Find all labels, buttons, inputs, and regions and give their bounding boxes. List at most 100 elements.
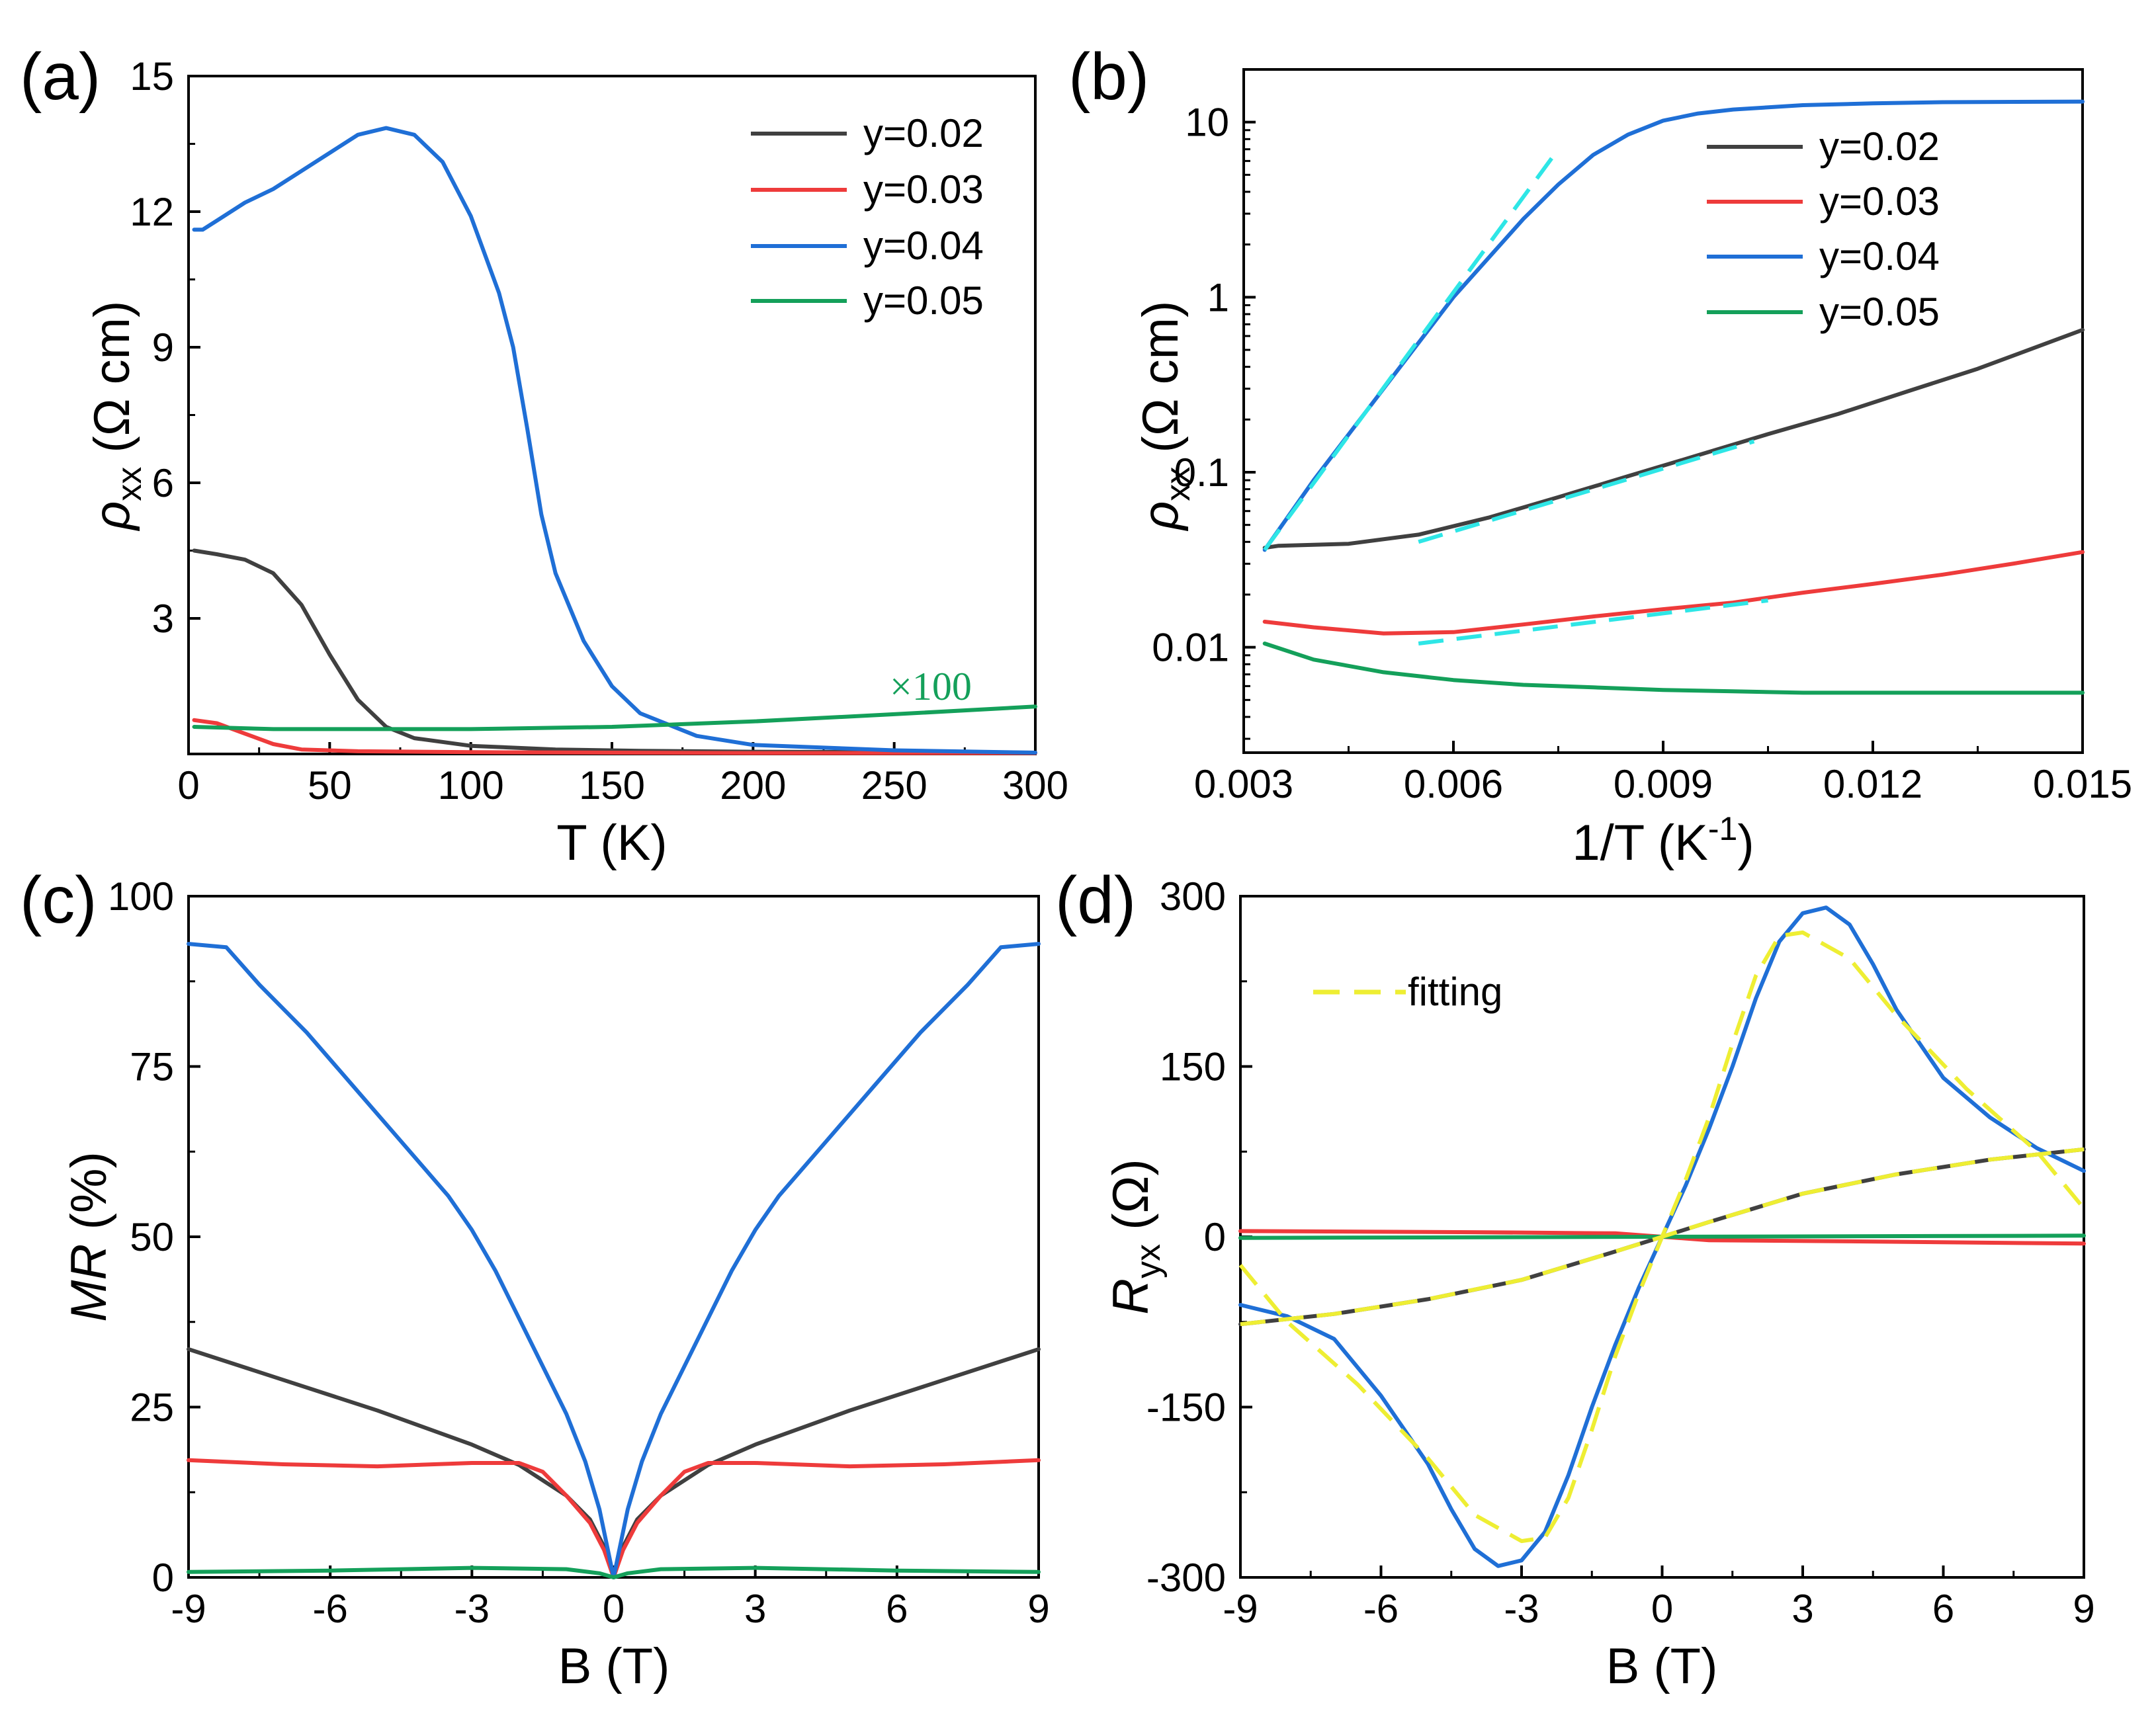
panel-c-ytick-label-1: 25 [130, 1386, 174, 1430]
panel-a-xtick-label-3: 150 [579, 763, 645, 808]
panel-b-xlabel-sup: -1 [1708, 810, 1737, 847]
panel-a-series-y=0.04 [192, 126, 1037, 755]
panel-c-xtick-label-4: 3 [744, 1587, 766, 1631]
panel-d-ylabel-symbol: R [1103, 1278, 1159, 1315]
panel-d-ytick-label-0: -300 [1146, 1556, 1226, 1600]
panel-c-frame [187, 895, 1040, 1579]
panel-c-ytick-label-3: 75 [130, 1045, 174, 1089]
panel-d-ytick-label-4: 300 [1160, 874, 1226, 919]
panel-b-ylabel-symbol: ρ [1133, 501, 1189, 532]
panel-d-xtick-label-6: 9 [2073, 1587, 2094, 1631]
panel-b-xtick-label-4: 0.015 [2033, 762, 2132, 806]
panel-d-xtick-label-3: 0 [1651, 1587, 1673, 1631]
panel-c-xtick-label-2: -3 [454, 1587, 490, 1631]
panel-d-ylabel-unit: (Ω) [1103, 1159, 1159, 1244]
panel-a-ylabel-symbol: ρ [84, 501, 140, 532]
panel-a-series-y=0.02 [192, 548, 1037, 755]
panel-d-xtick-label-5: 6 [1932, 1587, 1954, 1631]
panel-b-label: (b) [1068, 40, 1149, 114]
legend-a-label-0: y=0.02 [863, 111, 984, 155]
panel-b: (b) 0.003 0.006 0.009 0.012 0.0150.010.1110 … [1068, 40, 2132, 871]
panel-b-fit-2 [1418, 598, 1768, 646]
panel-d-label: (d) [1055, 863, 1136, 937]
panel-c-series-y=0.04 [187, 942, 1041, 1579]
panel-c-xtick-label-5: 6 [886, 1587, 908, 1631]
panel-b-xlabel: 1/T (K-1) [1572, 810, 1754, 871]
panel-b-ytick-label-1: 0.1 [1174, 450, 1229, 495]
panel-c-series-y=0.05 [187, 1565, 1041, 1579]
panel-a-ytick-label-3: 12 [130, 190, 174, 234]
panel-a-xtick-label-6: 300 [1002, 763, 1068, 808]
panel-b-xlabel-main: 1/T (K [1572, 815, 1708, 871]
panel-c-xtick-label-0: -9 [171, 1587, 206, 1631]
panel-a-label: (a) [20, 40, 101, 114]
panel-b-series-y=0.02 [1262, 327, 2085, 550]
legend-a-label-3: y=0.05 [863, 278, 984, 323]
legend-b-label-0: y=0.02 [1819, 124, 1940, 169]
panel-b-ytick-label-0: 0.01 [1152, 626, 1229, 670]
panel-d-ytick-label-3: 150 [1160, 1045, 1226, 1089]
panel-c-xtick-label-6: 9 [1027, 1587, 1049, 1631]
panel-a-ytick-label-1: 6 [152, 461, 174, 505]
panel-b-series-y=0.05 [1262, 642, 2085, 695]
panel-d-xtick-label-0: -9 [1223, 1587, 1258, 1631]
panel-a-legend: y=0.02 y=0.03 y=0.04 y=0.05 [751, 111, 984, 323]
panel-c-label: (c) [20, 863, 97, 937]
panel-a: (a) 0 50 100 150 200 250 300 3 6 9 12 15 ×100 y=0.0… [20, 40, 1068, 871]
panel-a-ylabel: ρxx (Ω cm) [84, 301, 149, 532]
panel-d-ylabel: Ryx (Ω) [1103, 1159, 1168, 1314]
panel-c: (c) -9 -6 -3 0 3 6 9 0 25 50 75 100 B (T) MR (%) [20, 863, 1050, 1694]
panel-a-ylabel-sub: xx [110, 467, 149, 501]
panel-c-ytick-label-4: 100 [108, 874, 174, 919]
legend-a-label-1: y=0.03 [863, 167, 984, 212]
panel-c-ylabel-rest: (%) [61, 1151, 117, 1243]
legend-b-label-2: y=0.04 [1819, 234, 1940, 278]
panel-c-xlabel: B (T) [558, 1638, 670, 1694]
panel-b-xtick-label-3: 0.012 [1823, 762, 1922, 806]
panel-b-fit-0 [1263, 147, 1560, 552]
legend-b-label-3: y=0.05 [1819, 290, 1940, 334]
panel-d-ylabel-sub: yx [1129, 1244, 1168, 1278]
legend-b-label-1: y=0.03 [1819, 179, 1940, 224]
panel-b-frame [1242, 68, 2084, 754]
panel-d-legend: fitting [1313, 970, 1502, 1014]
panel-b-fit-1 [1418, 439, 1755, 544]
panel-c-ylabel-italic: MR [61, 1244, 117, 1322]
legend-a-label-2: y=0.04 [863, 224, 984, 268]
panel-d-xlabel: B (T) [1606, 1638, 1718, 1694]
panel-c-xtick-label-1: -6 [312, 1587, 347, 1631]
panel-c-series-y=0.03 [187, 1458, 1041, 1579]
panel-d-ytick-label-2: 0 [1204, 1215, 1226, 1259]
panel-b-ylabel-unit: (Ω cm) [1133, 301, 1189, 467]
panel-a-xtick-label-2: 100 [438, 763, 504, 808]
panel-b-xtick-label-0: 0.003 [1194, 762, 1293, 806]
panel-a-ytick-label-0: 3 [152, 597, 174, 641]
panel-b-legend: y=0.02 y=0.03 y=0.04 y=0.05 [1707, 124, 1940, 334]
panel-a-ytick-label-4: 15 [130, 54, 174, 99]
panel-d-fit-1 [1238, 930, 2086, 1544]
panel-b-series-y=0.03 [1262, 550, 2085, 636]
panel-a-annotation: ×100 [890, 665, 972, 708]
panel-b-ytick-label-3: 10 [1185, 101, 1229, 145]
panel-c-ylabel: MR (%) [61, 1151, 117, 1322]
panel-b-xlabel-end: ) [1737, 815, 1754, 871]
panel-d-ytick-label-1: -150 [1146, 1386, 1226, 1430]
panel-c-xtick-label-3: 0 [603, 1587, 625, 1631]
panel-c-ytick-label-0: 0 [152, 1556, 174, 1600]
panel-b-ylabel-sub: xx [1159, 467, 1197, 501]
panel-a-xtick-label-5: 250 [861, 763, 927, 808]
panel-b-ytick-label-2: 1 [1207, 275, 1229, 319]
panel-b-xtick-label-2: 0.009 [1614, 762, 1713, 806]
panel-b-xtick-label-1: 0.006 [1404, 762, 1503, 806]
panel-b-ylabel: ρxx (Ω cm) [1133, 301, 1197, 532]
panel-a-ylabel-unit: (Ω cm) [84, 301, 140, 467]
panel-d-xtick-label-2: -3 [1504, 1587, 1539, 1631]
panel-a-ytick-label-2: 9 [152, 325, 174, 370]
panel-a-xtick-label-1: 50 [308, 763, 352, 808]
panel-d: (d) -9 -6 -3 0 3 6 9 -300 -150 0 150 300 fitting B … [1055, 863, 2095, 1694]
panel-b-series-y=0.04 [1262, 99, 2085, 552]
panel-d-xtick-label-1: -6 [1363, 1587, 1399, 1631]
panel-c-ytick-label-2: 50 [130, 1215, 174, 1259]
panel-a-xtick-label-0: 0 [177, 763, 199, 808]
